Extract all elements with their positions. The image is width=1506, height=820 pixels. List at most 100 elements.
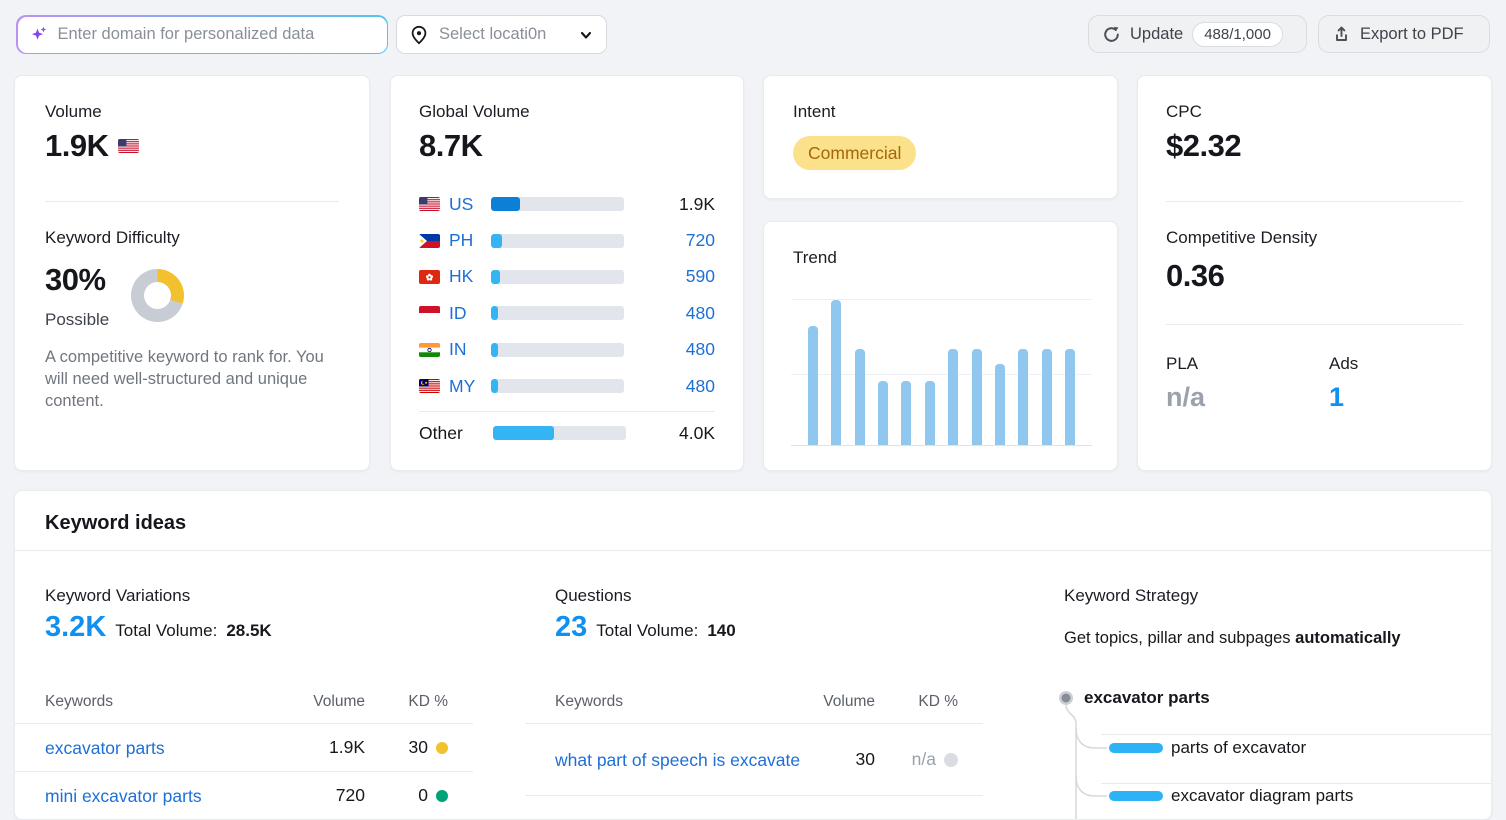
kd-value: 0 bbox=[418, 785, 428, 805]
intent-title: Intent bbox=[793, 102, 836, 121]
tree-row-divider bbox=[1101, 734, 1491, 735]
keyword-ideas-card: Keyword ideas Keyword Variations 3.2K To… bbox=[14, 490, 1492, 820]
volume-cell: 720 bbox=[335, 785, 365, 805]
keyword-difficulty-donut bbox=[131, 269, 184, 322]
country-code-link[interactable]: US bbox=[449, 193, 474, 214]
volume-card: Volume 1.9K Keyword Difficulty 30% Possi… bbox=[14, 75, 370, 471]
chevron-down-icon bbox=[580, 31, 592, 39]
country-volume-bar bbox=[491, 306, 624, 321]
other-label: Other bbox=[419, 422, 463, 443]
country-volume-value[interactable]: 480 bbox=[685, 375, 715, 396]
country-code-link[interactable]: HK bbox=[449, 266, 474, 287]
keywords-column-header: Keywords bbox=[45, 693, 114, 710]
trend-bars bbox=[808, 300, 1075, 445]
country-volume-bar-fill bbox=[491, 233, 503, 248]
update-button-label: Update bbox=[1130, 24, 1184, 43]
trend-bar bbox=[854, 349, 865, 445]
volume-column-header: Volume bbox=[313, 693, 365, 710]
intent-card: Intent Commercial bbox=[763, 75, 1118, 199]
competitive-density-value: 0.36 bbox=[1166, 258, 1225, 293]
questions-title: Questions bbox=[555, 586, 632, 605]
country-row: ID 480 bbox=[419, 295, 715, 331]
refresh-icon bbox=[1104, 26, 1119, 42]
country-volume-value: 1.9K bbox=[679, 193, 715, 214]
in-flag-icon bbox=[419, 342, 440, 357]
strategy-root-topic: excavator parts bbox=[1084, 688, 1210, 707]
ai-sparkle-icon bbox=[31, 26, 46, 40]
country-volume-value[interactable]: 480 bbox=[685, 339, 715, 360]
volume-cell: 1.9K bbox=[329, 737, 365, 757]
strategy-subpage-bar bbox=[1109, 791, 1163, 801]
country-volume-value[interactable]: 480 bbox=[685, 302, 715, 323]
domain-input[interactable] bbox=[57, 25, 375, 44]
location-select[interactable]: Select locati0n bbox=[396, 15, 607, 54]
kd-cell: 30 bbox=[378, 737, 473, 758]
country-volume-bar-fill bbox=[491, 197, 520, 212]
strategy-subpage-label: excavator diagram parts bbox=[1171, 786, 1354, 805]
keywords-column-header: Keywords bbox=[555, 693, 624, 710]
country-code-link[interactable]: PH bbox=[449, 230, 474, 251]
other-countries-row: Other 4.0K bbox=[419, 415, 715, 451]
questions-table: Keywords Volume KD % what part of speech… bbox=[525, 681, 983, 796]
ph-flag-icon bbox=[419, 233, 440, 248]
keyword-link[interactable]: mini excavator parts bbox=[45, 785, 202, 806]
country-row: HK 590 bbox=[419, 259, 715, 295]
questions-count[interactable]: 23 bbox=[555, 611, 588, 643]
global-volume-value: 8.7K bbox=[419, 128, 483, 163]
country-code-link[interactable]: ID bbox=[449, 302, 467, 323]
keyword-difficulty-description: A competitive keyword to rank for. You w… bbox=[45, 348, 324, 410]
other-volume-bar-fill bbox=[493, 426, 555, 440]
country-volume-value[interactable]: 720 bbox=[685, 230, 715, 251]
country-volume-bar-fill bbox=[491, 269, 501, 284]
trend-bar bbox=[1064, 349, 1075, 445]
intent-badge: Commercial bbox=[793, 136, 917, 170]
volume-cell: 30 bbox=[855, 749, 875, 769]
keyword-difficulty-value: 30% bbox=[45, 262, 106, 297]
keyword-ideas-title: Keyword ideas bbox=[45, 512, 187, 534]
trend-bar bbox=[971, 349, 982, 445]
trend-bar bbox=[924, 381, 935, 445]
trend-bar bbox=[901, 381, 912, 445]
trend-bar bbox=[948, 349, 959, 445]
keyword-variations-total-label: Total Volume: bbox=[115, 621, 218, 640]
table-header-row: Keywords Volume KD % bbox=[525, 681, 983, 724]
trend-bar bbox=[994, 363, 1005, 445]
export-pdf-button[interactable]: Export to PDF bbox=[1318, 15, 1490, 53]
kd-difficulty-dot bbox=[436, 741, 448, 754]
country-code-link[interactable]: MY bbox=[449, 375, 476, 396]
tree-row-divider bbox=[1101, 783, 1491, 784]
keyword-difficulty-label: Possible bbox=[45, 310, 110, 329]
keyword-strategy-tree: excavator parts parts of excavator excav… bbox=[1057, 684, 1491, 819]
trend-title: Trend bbox=[793, 248, 837, 267]
kd-difficulty-dot bbox=[436, 789, 448, 802]
country-volume-bar bbox=[491, 233, 624, 248]
us-flag-icon bbox=[419, 197, 440, 212]
other-volume-bar bbox=[493, 426, 626, 440]
table-row: mini excavator parts 720 0 bbox=[15, 772, 473, 819]
other-volume-value: 4.0K bbox=[679, 422, 715, 443]
global-volume-title: Global Volume bbox=[419, 102, 530, 121]
keyword-variations-stats: 3.2K Total Volume: 28.5K bbox=[45, 611, 272, 644]
keyword-strategy-title: Keyword Strategy bbox=[1064, 586, 1199, 605]
country-code-link[interactable]: IN bbox=[449, 339, 467, 360]
id-flag-icon bbox=[419, 306, 440, 321]
keyword-variations-count[interactable]: 3.2K bbox=[45, 611, 107, 643]
ads-value[interactable]: 1 bbox=[1329, 382, 1345, 412]
country-volume-bar-fill bbox=[491, 379, 499, 394]
country-volume-bar-fill bbox=[491, 342, 499, 357]
kd-difficulty-dot bbox=[944, 752, 958, 767]
cpc-value: $2.32 bbox=[1166, 128, 1242, 163]
update-button[interactable]: Update 488/1,000 bbox=[1088, 15, 1307, 53]
kd-value: n/a bbox=[911, 749, 936, 769]
trend-gridline bbox=[791, 374, 1092, 375]
kd-column-header: KD % bbox=[918, 693, 958, 710]
export-pdf-label: Export to PDF bbox=[1360, 24, 1464, 43]
trend-bar bbox=[831, 300, 842, 445]
country-volume-value[interactable]: 590 bbox=[685, 266, 715, 287]
keyword-link[interactable]: what part of speech is excavate bbox=[555, 749, 801, 770]
keyword-link[interactable]: excavator parts bbox=[45, 737, 165, 758]
export-icon bbox=[1336, 26, 1347, 41]
location-select-label: Select locati0n bbox=[439, 25, 547, 43]
kd-cell: n/a bbox=[888, 749, 983, 770]
keyword-variations-total-value: 28.5K bbox=[226, 621, 272, 640]
